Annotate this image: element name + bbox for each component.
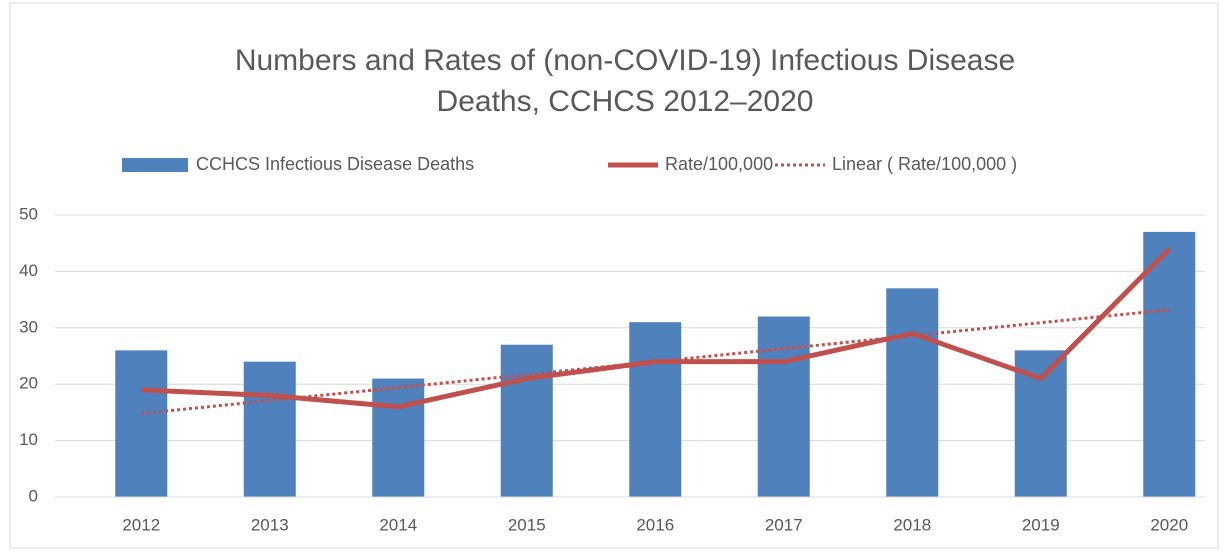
- y-tick-label: 40: [19, 261, 38, 280]
- rate-line: [141, 247, 1172, 410]
- x-tick-label: 2014: [379, 515, 417, 534]
- bar: [886, 288, 939, 497]
- x-tick-label: 2013: [251, 515, 289, 534]
- bar: [757, 316, 810, 497]
- x-tick-label: 2017: [765, 515, 803, 534]
- legend-label: CCHCS Infectious Disease Deaths: [196, 154, 474, 174]
- y-tick-label: 30: [19, 317, 38, 336]
- bar: [372, 378, 425, 497]
- x-tick-label: 2020: [1150, 515, 1188, 534]
- legend-label: Linear ( Rate/100,000 ): [832, 154, 1017, 174]
- x-tick-label: 2015: [508, 515, 546, 534]
- x-tick-label: 2016: [636, 515, 674, 534]
- y-tick-label: 0: [29, 486, 38, 505]
- x-tick-label: 2018: [893, 515, 931, 534]
- bar: [115, 350, 168, 497]
- legend-swatch: [122, 158, 188, 172]
- bar: [500, 344, 553, 497]
- chart-title: Numbers and Rates of (non-COVID-19) Infe…: [235, 44, 1015, 77]
- y-tick-label: 10: [19, 430, 38, 449]
- bar: [243, 361, 296, 497]
- legend-label: Rate/100,000: [665, 154, 773, 174]
- x-tick-label: 2019: [1022, 515, 1060, 534]
- y-tick-label: 20: [19, 374, 38, 393]
- chart-title: Deaths, CCHCS 2012–2020: [437, 85, 814, 118]
- y-tick-label: 50: [19, 204, 38, 223]
- bar: [629, 322, 682, 497]
- bar: [1143, 231, 1196, 498]
- x-tick-label: 2012: [122, 515, 160, 534]
